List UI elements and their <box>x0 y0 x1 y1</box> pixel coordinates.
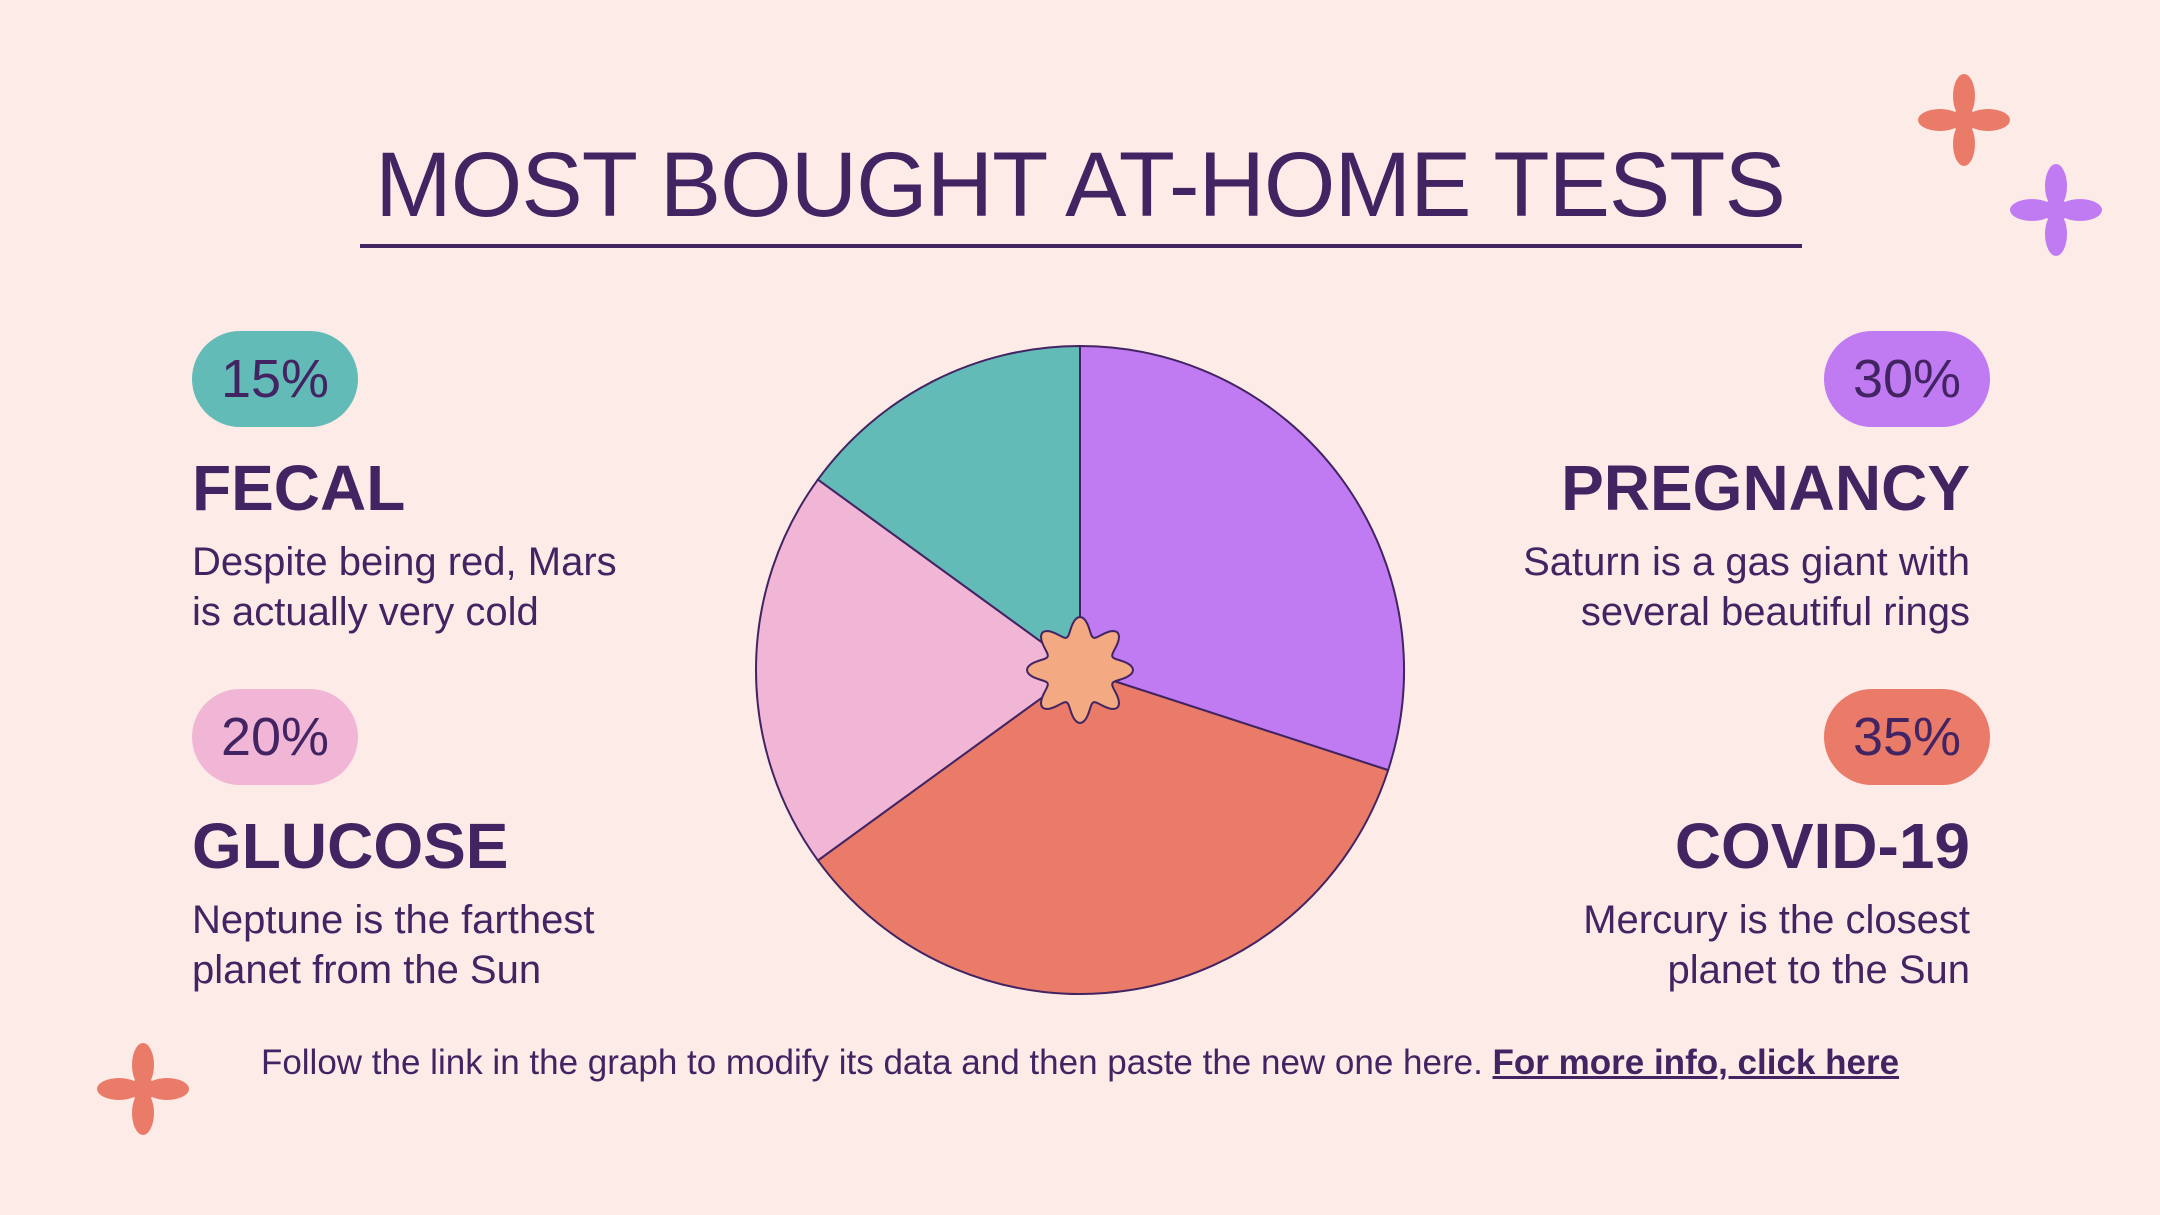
covid-percent-badge: 35% <box>1824 689 1990 785</box>
fecal-heading: FECAL <box>192 452 406 524</box>
fecal-percent-badge: 15% <box>192 331 358 427</box>
coral-sparkle-icon <box>1918 74 2010 166</box>
pregnancy-percent-badge: 30% <box>1824 331 1990 427</box>
fecal-block: FECAL Despite being red, Mars is actuall… <box>192 451 632 637</box>
pie-chart[interactable] <box>740 330 1420 1010</box>
pie-slice-pregnancy[interactable] <box>1079 344 1405 772</box>
footer-note: Follow the link in the graph to modify i… <box>0 1038 2160 1088</box>
pie-slice-fecal[interactable] <box>816 344 1081 672</box>
page-title: MOST BOUGHT AT-HOME TESTS <box>375 134 1786 236</box>
pregnancy-heading: PREGNANCY <box>1561 452 1970 524</box>
pregnancy-description: Saturn is a gas giant with several beaut… <box>1523 540 1970 634</box>
purple-sparkle-icon <box>2010 164 2102 256</box>
covid-heading: COVID-19 <box>1674 810 1970 882</box>
pie-slice-covid-19[interactable] <box>816 668 1390 995</box>
glucose-heading: GLUCOSE <box>192 810 509 882</box>
title-underline <box>360 244 1802 248</box>
more-info-link[interactable]: For more info, click here <box>1492 1043 1900 1082</box>
glucose-percent-badge: 20% <box>192 689 358 785</box>
covid-description: Mercury is the closest planet to the Sun <box>1583 898 1970 992</box>
glucose-description: Neptune is the farthest planet from the … <box>192 898 595 992</box>
coral-sparkle-icon <box>97 1043 189 1135</box>
fecal-description: Despite being red, Mars is actually very… <box>192 540 617 634</box>
footer-text: Follow the link in the graph to modify i… <box>260 1043 1483 1082</box>
covid-block: COVID-19 Mercury is the closest planet t… <box>1488 809 1970 995</box>
pie-slice-glucose[interactable] <box>755 478 1082 862</box>
glucose-block: GLUCOSE Neptune is the farthest planet f… <box>192 809 652 995</box>
center-flower-icon <box>1025 615 1135 725</box>
pregnancy-block: PREGNANCY Saturn is a gas giant with sev… <box>1488 451 1970 637</box>
